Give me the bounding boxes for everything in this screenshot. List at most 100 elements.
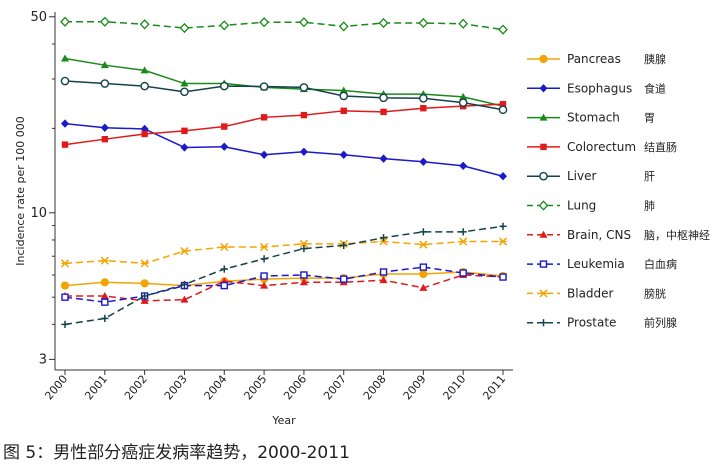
series-lung: [60, 16, 508, 35]
data-point-liver: [259, 82, 269, 91]
data-point-colorectum: [61, 141, 69, 148]
data-point-colorectum: [380, 108, 387, 116]
x-tick-label: 2010: [441, 373, 469, 403]
data-point-leukemia: [459, 269, 467, 277]
x-tick-label: 2001: [82, 373, 110, 403]
data-point-colorectum: [141, 130, 148, 138]
series-line-pancreas: [64, 271, 504, 287]
legend-label-zh: 白血病: [644, 257, 677, 271]
legend-label-zh: 脑，中枢神经: [644, 228, 710, 242]
data-point-colorectum: [181, 127, 188, 135]
y-axis-title: Incidence rate per 100 000: [14, 116, 27, 265]
x-tick-label: 2009: [401, 373, 429, 403]
series-stomach: [61, 54, 507, 110]
legend-item-stomach: Stomach 胃: [527, 111, 655, 125]
legend-item-brain-cns: Brain, CNS 脑，中枢神经: [527, 228, 710, 242]
series-line-esophagus: [64, 122, 504, 177]
data-point-bladder: [140, 259, 149, 268]
data-point-liver: [100, 79, 110, 88]
data-point-pancreas: [140, 279, 149, 288]
data-point-esophagus: [61, 119, 69, 128]
series-prostate: [61, 222, 507, 328]
data-point-lung: [219, 20, 230, 31]
data-point-bladder: [60, 259, 70, 268]
x-tick-label: 2006: [281, 373, 309, 403]
legend-item-bladder: Bladder 膀胱: [527, 286, 666, 300]
figure-caption: 图 5：男性部分癌症发病率趋势，2000-2011: [3, 443, 350, 463]
data-point-liver: [140, 81, 149, 91]
data-point-bladder: [459, 237, 468, 246]
data-point-esophagus: [260, 150, 269, 159]
data-point-liver: [458, 98, 468, 107]
data-point-liver: [419, 94, 428, 103]
data-point-pancreas: [419, 269, 428, 279]
data-point-colorectum: [101, 135, 109, 143]
legend-label: Liver: [567, 169, 597, 183]
x-tick-label: 2011: [480, 373, 508, 403]
data-point-bladder: [100, 256, 109, 265]
legend-item-liver: Liver 肝: [527, 169, 655, 183]
legend-label-zh: 胰腺: [644, 52, 666, 66]
data-point-bladder: [220, 242, 229, 252]
legend-swatch-marker: [539, 289, 548, 298]
legend-swatch-marker: [540, 143, 547, 151]
legend-item-colorectum: Colorectum 结直肠: [527, 140, 677, 154]
chart-svg: 3 10 50 2000 2001 2002 2003 2004 2005 2006 2007 200…: [14, 10, 710, 427]
data-point-liver: [299, 83, 309, 92]
x-tick-label: 2003: [162, 373, 190, 403]
legend-label-zh: 肝: [644, 170, 655, 183]
legend-label-zh: 前列腺: [644, 316, 677, 330]
data-point-lung: [418, 17, 429, 29]
data-point-prostate: [61, 320, 69, 328]
data-point-stomach: [140, 66, 149, 74]
data-point-lung: [179, 22, 190, 34]
series-line-colorectum: [64, 103, 504, 146]
data-point-esophagus: [459, 161, 468, 171]
data-point-liver: [180, 87, 189, 97]
data-point-lung: [378, 17, 389, 29]
legend-label: Esophagus: [567, 81, 632, 95]
series-line-prostate: [64, 225, 504, 326]
data-point-lung: [458, 18, 469, 29]
x-axis-title: Year: [271, 414, 296, 427]
x-tick-label: 2007: [321, 373, 349, 403]
data-point-colorectum: [260, 114, 268, 121]
legend-label-zh: 膀胱: [644, 286, 666, 300]
legend-swatch-marker: [539, 319, 548, 327]
legend-label-zh: 结直肠: [644, 140, 677, 154]
x-tick-label: 2004: [202, 373, 230, 403]
legend-label: Colorectum: [567, 140, 636, 154]
x-tick-label: 2002: [122, 373, 150, 403]
data-point-pancreas: [60, 281, 70, 290]
chart-axes: 3 10 50 2000 2001 2002 2003 2004 2005 2006 2007 200…: [14, 10, 513, 427]
legend-label-zh: 食道: [644, 81, 666, 95]
data-point-liver: [219, 81, 229, 91]
data-point-prostate: [300, 245, 308, 253]
data-point-prostate: [499, 222, 507, 230]
legend-swatch-marker: [539, 230, 548, 238]
data-point-stomach: [339, 86, 348, 94]
data-point-colorectum: [300, 111, 308, 119]
series-colorectum: [61, 100, 507, 148]
data-point-leukemia: [220, 281, 228, 290]
y-tick-label: 50: [30, 10, 47, 25]
data-point-esophagus: [499, 172, 507, 181]
data-point-brain-cns: [299, 278, 308, 286]
data-point-bladder: [419, 240, 428, 249]
data-point-liver: [339, 91, 349, 101]
data-point-lung: [299, 17, 309, 28]
data-point-prostate: [220, 265, 228, 273]
legend-item-leukemia: Leukemia 白血病: [527, 257, 677, 271]
data-point-leukemia: [340, 275, 348, 283]
data-point-lung: [259, 17, 269, 28]
chart-legend: Pancreas 胰腺 Esophagus 食道 Stomach 胃 Colorectum 结…: [527, 52, 710, 330]
data-point-leukemia: [260, 272, 268, 280]
data-point-prostate: [459, 228, 467, 236]
data-point-esophagus: [379, 154, 388, 163]
legend-item-prostate: Prostate 前列腺: [527, 316, 677, 330]
data-point-esophagus: [299, 147, 308, 156]
legend-label: Brain, CNS: [567, 228, 631, 242]
data-point-brain-cns: [100, 291, 109, 299]
data-point-brain-cns: [379, 276, 388, 284]
data-point-bladder: [180, 246, 189, 256]
